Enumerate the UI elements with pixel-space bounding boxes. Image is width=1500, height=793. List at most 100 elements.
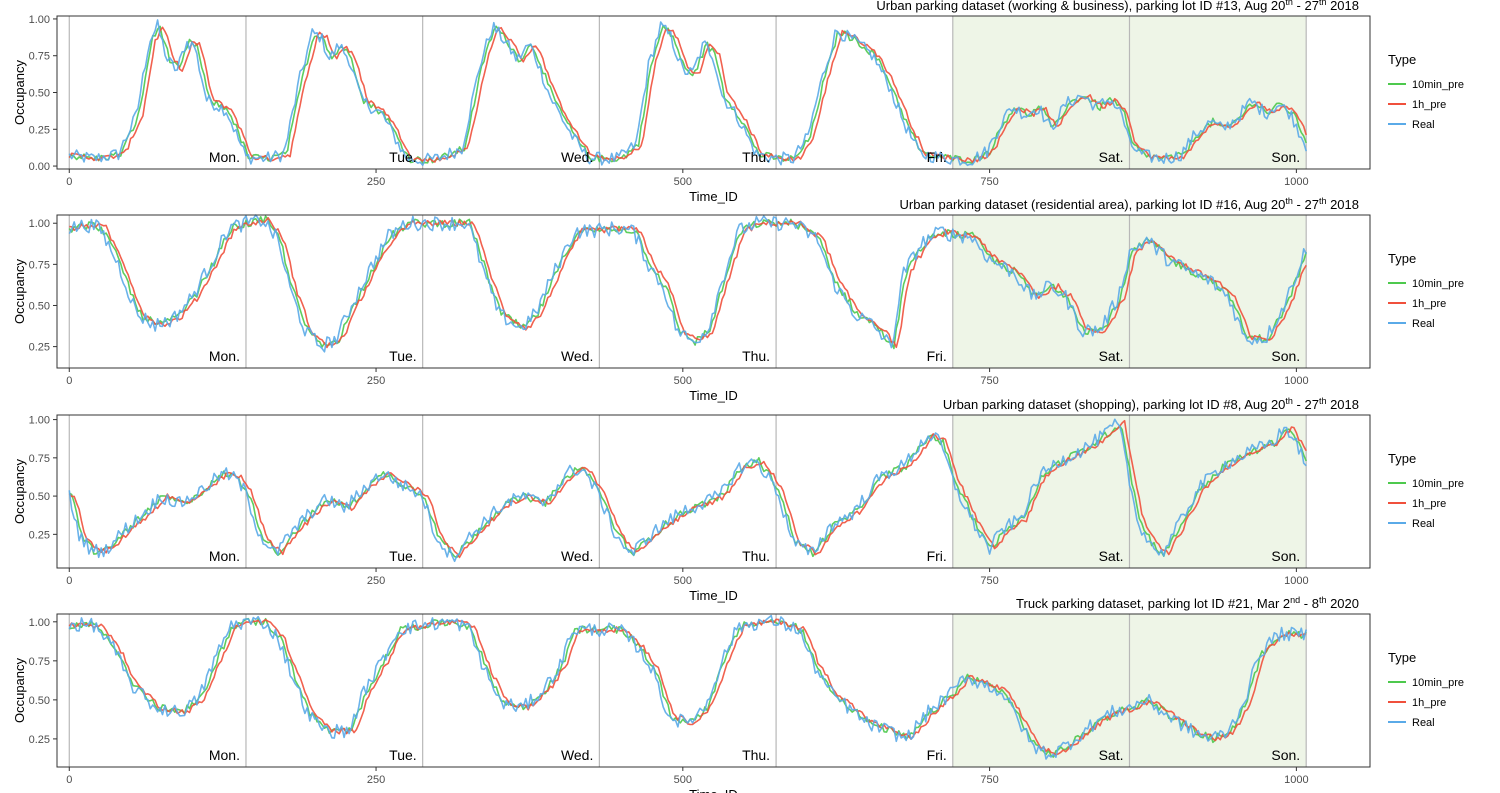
x-tick-label: 500 (674, 176, 692, 188)
y-tick-label: 0.00 (29, 161, 50, 173)
y-axis-title: Occupancy (12, 59, 27, 125)
day-label: Mon. (209, 149, 240, 165)
day-label: Fri. (927, 548, 947, 564)
title-text: 2018 (1326, 397, 1359, 412)
day-label: Tue. (389, 348, 417, 364)
y-tick-label: 1.00 (29, 415, 50, 427)
panel-border (56, 414, 1371, 569)
day-label: Sat. (1099, 548, 1124, 564)
title-text: 2018 (1326, 197, 1359, 212)
x-tick-label: 250 (367, 375, 385, 387)
y-tick-label: 1.00 (29, 14, 50, 26)
x-tick-label: 500 (674, 774, 692, 786)
day-label: Mon. (209, 548, 240, 564)
legend-label: Real (1412, 318, 1435, 330)
x-axis-title: Time_ID (689, 588, 738, 603)
series-line-Real (68, 214, 1307, 353)
title-text: Urban parking dataset (residential area)… (900, 197, 1286, 212)
day-label: Fri. (927, 149, 947, 165)
legend-title: Type (1388, 52, 1416, 67)
y-tick-label: 0.50 (29, 300, 50, 312)
y-tick-label: 0.50 (29, 695, 50, 707)
title-text: Urban parking dataset (working & busines… (876, 0, 1285, 13)
y-axis-title: Occupancy (12, 657, 27, 723)
x-tick-label: 0 (66, 774, 72, 786)
day-label: Wed. (561, 548, 593, 564)
day-label: Thu. (742, 348, 770, 364)
day-label: Mon. (209, 747, 240, 763)
y-tick-label: 0.25 (29, 124, 50, 136)
x-tick-label: 250 (367, 176, 385, 188)
y-tick-label: 1.00 (29, 617, 50, 629)
x-tick-label: 750 (980, 774, 998, 786)
day-label: Son. (1271, 348, 1300, 364)
x-tick-label: 750 (980, 575, 998, 587)
y-axis-title: Occupancy (12, 258, 27, 324)
legend-label: 10min_pre (1412, 79, 1464, 91)
title-text: - 27 (1293, 197, 1319, 212)
x-tick-label: 0 (66, 176, 72, 188)
y-tick-label: 0.25 (29, 342, 50, 354)
y-tick-label: 0.75 (29, 453, 50, 465)
title-text: - 8 (1300, 596, 1319, 611)
title-superscript: th (1285, 0, 1293, 7)
title-text: Urban parking dataset (shopping), parkin… (943, 397, 1286, 412)
title-superscript: nd (1290, 595, 1300, 605)
day-label: Tue. (389, 747, 417, 763)
y-tick-label: 0.50 (29, 88, 50, 100)
day-label: Tue. (389, 548, 417, 564)
x-tick-label: 500 (674, 575, 692, 587)
y-tick-label: 0.50 (29, 491, 50, 503)
x-tick-label: 1000 (1284, 375, 1308, 387)
legend-label: Real (1412, 518, 1435, 530)
day-label: Fri. (927, 348, 947, 364)
day-label: Son. (1271, 149, 1300, 165)
day-label: Wed. (561, 149, 593, 165)
day-label: Thu. (742, 747, 770, 763)
x-tick-label: 1000 (1284, 176, 1308, 188)
title-superscript: th (1319, 0, 1327, 7)
y-tick-label: 0.75 (29, 259, 50, 271)
legend-label: 1h_pre (1412, 498, 1446, 510)
legend: Type 10min_pre 1h_pre Real (1388, 251, 1464, 330)
x-tick-label: 250 (367, 774, 385, 786)
x-tick-label: 0 (66, 575, 72, 587)
series-line-10min_pre (68, 24, 1307, 165)
panel-title: Urban parking dataset (residential area)… (900, 196, 1360, 212)
y-tick-label: 0.25 (29, 734, 50, 746)
day-label: Wed. (561, 747, 593, 763)
x-tick-label: 1000 (1284, 774, 1308, 786)
day-label: Son. (1271, 747, 1300, 763)
x-tick-label: 250 (367, 575, 385, 587)
legend: Type 10min_pre 1h_pre Real (1388, 451, 1464, 530)
series-line-Real (68, 614, 1307, 760)
legend-title: Type (1388, 650, 1416, 665)
x-tick-label: 1000 (1284, 575, 1308, 587)
title-text: - 27 (1293, 397, 1319, 412)
title-text: 2020 (1326, 596, 1359, 611)
y-tick-label: 0.75 (29, 656, 50, 668)
x-axis-title: Time_ID (689, 388, 738, 403)
day-label: Fri. (927, 747, 947, 763)
day-label: Sat. (1099, 348, 1124, 364)
day-label: Wed. (561, 348, 593, 364)
legend-title: Type (1388, 251, 1416, 266)
legend: Type 10min_pre 1h_pre Real (1388, 52, 1464, 131)
x-axis-title: Time_ID (689, 787, 738, 793)
panel-title: Urban parking dataset (shopping), parkin… (943, 396, 1359, 412)
chart-panel-4: Mon. Tue. Wed. Thu. Fri. Sat. Son. 0.25 0.50 0.75… (12, 595, 1464, 793)
title-text: Truck parking dataset, parking lot ID #2… (1016, 596, 1290, 611)
x-tick-label: 0 (66, 375, 72, 387)
legend-label: 10min_pre (1412, 278, 1464, 290)
day-label: Sat. (1099, 149, 1124, 165)
x-tick-label: 750 (980, 176, 998, 188)
title-text: - 27 (1293, 0, 1319, 13)
legend-title: Type (1388, 451, 1416, 466)
day-label: Thu. (742, 149, 770, 165)
title-superscript: th (1285, 396, 1293, 406)
day-label: Thu. (742, 548, 770, 564)
chart-panel-1: Mon. Tue. Wed. Thu. Fri. Sat. Son. 0.00 0.25 0.50… (12, 0, 1464, 204)
y-axis-title: Occupancy (12, 458, 27, 524)
title-superscript: th (1319, 196, 1327, 206)
